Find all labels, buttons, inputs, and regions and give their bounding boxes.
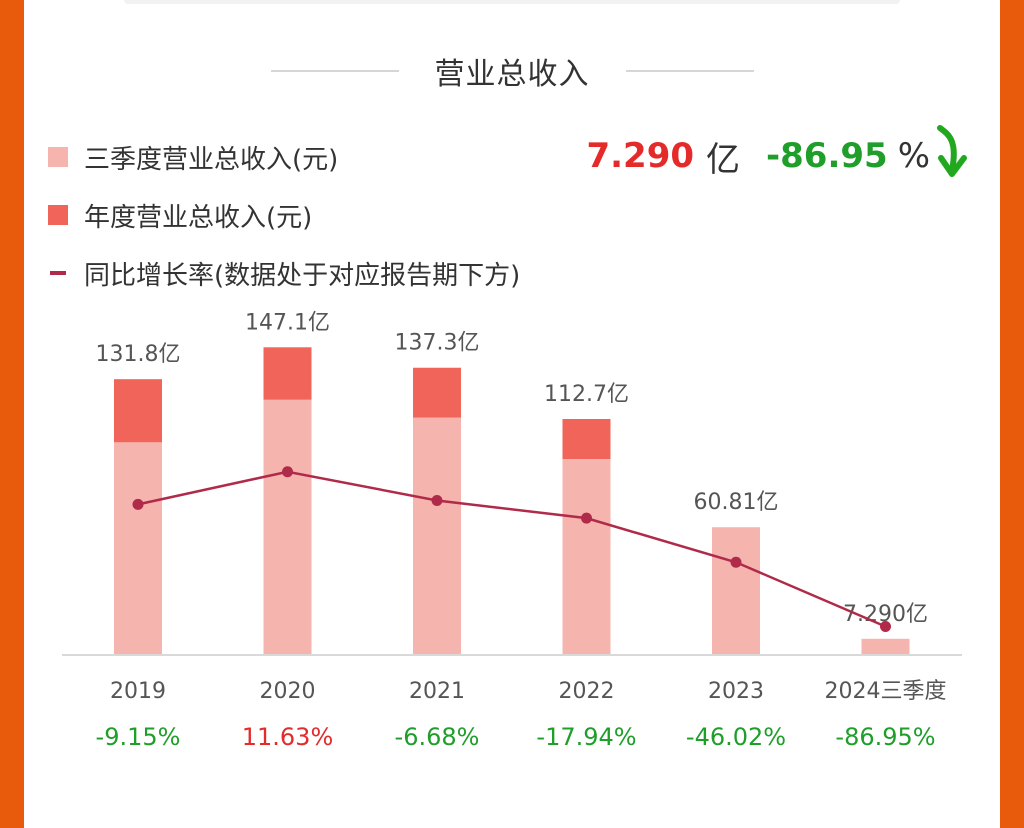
bar-q3 <box>413 417 461 654</box>
legend-swatch-annual <box>48 205 68 225</box>
bar-q3 <box>861 638 910 654</box>
yoy-pct-label: -6.68% <box>395 723 480 751</box>
x-tick-label: 2019 <box>110 679 166 704</box>
legend-label-yoy: 同比增长率(数据处于对应报告期下方) <box>84 260 521 291</box>
bar-q3 <box>712 527 760 654</box>
bar-annual <box>562 419 611 460</box>
legend-swatch-yoy <box>50 271 66 275</box>
chart-plot: 131.8亿 2019 -9.15% 147.1亿 2020 11.63% 137.3亿 20… <box>62 310 962 751</box>
legend-item-yoy[interactable]: 同比增长率(数据处于对应报告期下方) <box>48 244 520 302</box>
x-tick-label: 2024三季度 <box>825 679 947 704</box>
bar-q3 <box>562 459 611 654</box>
bar-value-label: 137.3亿 <box>395 331 480 356</box>
yoy-point <box>880 621 891 633</box>
legend: 三季度营业总收入(元) 年度营业总收入(元) 同比增长率(数据处于对应报告期下方… <box>48 128 520 302</box>
chart-card: 营业总收入 三季度营业总收入(元) 年度营业总收入(元) 同比增长率(数据处于对… <box>24 0 1000 828</box>
bar-q3 <box>263 399 312 654</box>
top-strip <box>124 0 900 4</box>
summary-value: 7.290 <box>586 136 695 176</box>
yoy-line <box>137 470 886 628</box>
title-divider-left <box>270 70 399 72</box>
title-divider-right <box>625 70 754 72</box>
legend-item-q3[interactable]: 三季度营业总收入(元) <box>48 128 520 186</box>
yoy-pct-label: -46.02% <box>686 723 786 751</box>
summary: 7.290 亿 -86.95 % <box>586 124 970 189</box>
chart-title: 营业总收入 <box>434 57 590 92</box>
yoy-point <box>282 466 293 478</box>
x-tick-label: 2022 <box>559 679 615 704</box>
down-arrow-icon <box>934 124 970 189</box>
legend-item-annual[interactable]: 年度营业总收入(元) <box>48 186 520 244</box>
bar-annual <box>263 347 312 400</box>
yoy-point <box>431 494 443 506</box>
yoy-pct-label: -86.95% <box>835 723 935 751</box>
summary-pct: -86.95 <box>766 136 888 176</box>
x-tick-label: 2023 <box>708 679 764 704</box>
bar-value-label: 131.8亿 <box>96 342 181 367</box>
yoy-pct-label: -9.15% <box>96 723 181 751</box>
yoy-pct-label: 11.63% <box>242 723 334 751</box>
yoy-point <box>581 512 592 524</box>
legend-swatch-q3 <box>48 147 68 167</box>
legend-label-q3: 三季度营业总收入(元) <box>84 144 339 175</box>
bar-value-label: 147.1亿 <box>245 310 330 335</box>
bar-value-label: 112.7亿 <box>544 382 629 407</box>
summary-pct-sign: % <box>897 136 930 176</box>
bar-annual <box>413 367 461 418</box>
bar-q3 <box>114 442 162 654</box>
bar-annual <box>114 379 162 443</box>
summary-unit: 亿 <box>706 139 741 180</box>
yoy-point <box>730 556 742 568</box>
bar-value-label: 60.81亿 <box>694 490 779 515</box>
x-tick-label: 2020 <box>260 679 316 704</box>
yoy-point <box>132 498 144 510</box>
legend-label-annual: 年度营业总收入(元) <box>84 202 313 233</box>
yoy-pct-label: -17.94% <box>536 723 636 751</box>
x-tick-label: 2021 <box>409 679 465 704</box>
title-row: 营业总收入 <box>24 48 1000 94</box>
